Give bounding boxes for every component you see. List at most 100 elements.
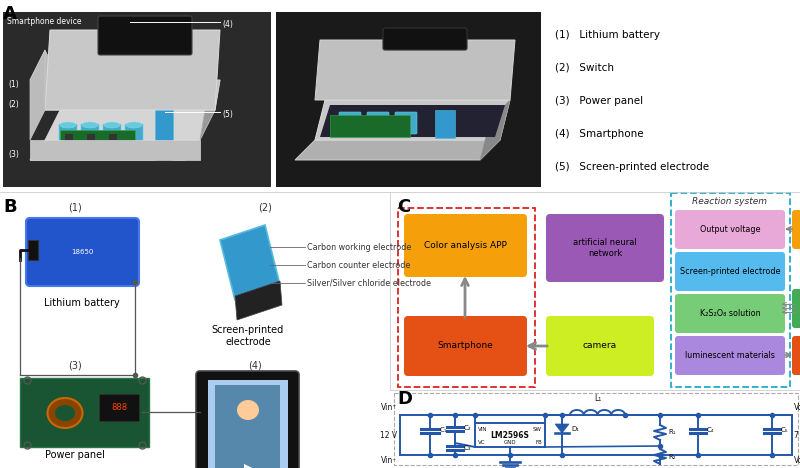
Ellipse shape (237, 400, 259, 420)
FancyBboxPatch shape (792, 336, 800, 375)
Text: GND: GND (504, 440, 516, 445)
FancyBboxPatch shape (546, 214, 664, 282)
Polygon shape (555, 424, 569, 433)
FancyBboxPatch shape (81, 124, 99, 156)
Text: Carbon working electrode: Carbon working electrode (307, 242, 411, 251)
Bar (475, 423, 545, 447)
Text: C₂: C₂ (464, 425, 472, 431)
Text: C₁: C₁ (440, 427, 447, 433)
Text: VIN: VIN (478, 427, 487, 432)
Polygon shape (30, 50, 45, 140)
FancyBboxPatch shape (87, 134, 95, 142)
FancyBboxPatch shape (65, 134, 73, 142)
FancyBboxPatch shape (435, 110, 455, 138)
Text: (3)   Power panel: (3) Power panel (555, 96, 643, 106)
Text: Vin⁻: Vin⁻ (381, 456, 397, 465)
Text: 12 V: 12 V (380, 431, 397, 439)
Text: Vin⁺: Vin⁺ (381, 403, 397, 412)
Text: B: B (3, 198, 17, 216)
Text: artificial neural
network: artificial neural network (573, 238, 637, 258)
Polygon shape (48, 87, 214, 107)
FancyBboxPatch shape (367, 112, 389, 134)
Polygon shape (235, 281, 282, 320)
Text: Screen-printed electrode: Screen-printed electrode (680, 266, 780, 276)
Polygon shape (480, 100, 510, 160)
FancyBboxPatch shape (103, 124, 121, 156)
Text: D₁: D₁ (571, 426, 579, 432)
Text: 7 V: 7 V (794, 431, 800, 439)
Text: Screen-printed
electrode: Screen-printed electrode (212, 325, 284, 347)
Text: R₁: R₁ (668, 429, 675, 435)
FancyBboxPatch shape (60, 130, 135, 158)
Text: (3): (3) (8, 150, 19, 159)
FancyBboxPatch shape (675, 294, 785, 333)
Polygon shape (45, 110, 215, 140)
Text: Smartphone device: Smartphone device (7, 17, 82, 26)
Text: Smartphone: Smartphone (437, 342, 493, 351)
FancyBboxPatch shape (404, 316, 527, 376)
Text: LM2596S: LM2596S (490, 431, 530, 439)
FancyBboxPatch shape (215, 385, 280, 468)
Polygon shape (315, 40, 515, 100)
Text: (2): (2) (8, 100, 18, 109)
Text: ▶: ▶ (244, 463, 252, 468)
FancyBboxPatch shape (339, 112, 361, 134)
Text: C₄: C₄ (707, 427, 714, 433)
Text: SW: SW (533, 427, 542, 432)
Text: VC: VC (478, 440, 486, 445)
FancyBboxPatch shape (383, 28, 467, 50)
Polygon shape (45, 80, 220, 110)
FancyBboxPatch shape (109, 134, 117, 142)
Text: Power panel: Power panel (45, 450, 105, 460)
Ellipse shape (126, 122, 142, 128)
Text: L₁: L₁ (594, 394, 601, 403)
FancyBboxPatch shape (546, 316, 654, 376)
FancyBboxPatch shape (208, 380, 288, 468)
Text: (5)   Screen-printed electrode: (5) Screen-printed electrode (555, 162, 709, 172)
Text: R₂: R₂ (668, 454, 676, 460)
Ellipse shape (104, 122, 120, 128)
Polygon shape (220, 225, 280, 300)
Polygon shape (295, 140, 500, 160)
Text: (1): (1) (8, 80, 18, 89)
Text: C: C (397, 198, 410, 216)
Text: A: A (3, 5, 17, 23)
Text: Color analysis APP: Color analysis APP (423, 241, 506, 249)
FancyBboxPatch shape (26, 218, 139, 286)
FancyBboxPatch shape (20, 378, 149, 447)
Text: C₅: C₅ (781, 427, 789, 433)
Text: (1)   Lithium battery: (1) Lithium battery (555, 30, 660, 40)
Ellipse shape (60, 122, 76, 128)
Text: (3): (3) (68, 360, 82, 370)
Text: Reaction system: Reaction system (693, 197, 767, 206)
Polygon shape (315, 100, 510, 140)
Text: FB: FB (535, 440, 542, 445)
Text: (4)   Smartphone: (4) Smartphone (555, 129, 644, 139)
FancyBboxPatch shape (99, 394, 139, 421)
FancyBboxPatch shape (196, 371, 299, 468)
FancyBboxPatch shape (675, 210, 785, 249)
Text: Carbon counter electrode: Carbon counter electrode (307, 261, 410, 270)
Text: (4): (4) (248, 360, 262, 370)
Text: Vout⁻: Vout⁻ (794, 456, 800, 465)
FancyBboxPatch shape (675, 336, 785, 375)
Ellipse shape (55, 405, 75, 421)
FancyBboxPatch shape (404, 214, 527, 277)
Text: (2): (2) (258, 203, 272, 213)
Bar (3, 12, 271, 187)
FancyBboxPatch shape (59, 124, 77, 156)
FancyBboxPatch shape (125, 124, 143, 156)
Polygon shape (30, 140, 200, 160)
Text: (5): (5) (222, 110, 233, 119)
Text: (2)   Switch: (2) Switch (555, 63, 614, 73)
Bar (28, 240, 38, 260)
FancyBboxPatch shape (395, 112, 417, 134)
Text: 888: 888 (111, 403, 127, 412)
Polygon shape (30, 140, 200, 160)
FancyBboxPatch shape (98, 16, 192, 55)
Text: camera: camera (583, 342, 617, 351)
FancyBboxPatch shape (155, 108, 173, 158)
Text: 18650: 18650 (71, 249, 93, 255)
Text: Vout⁺: Vout⁺ (794, 403, 800, 412)
Polygon shape (45, 30, 220, 110)
